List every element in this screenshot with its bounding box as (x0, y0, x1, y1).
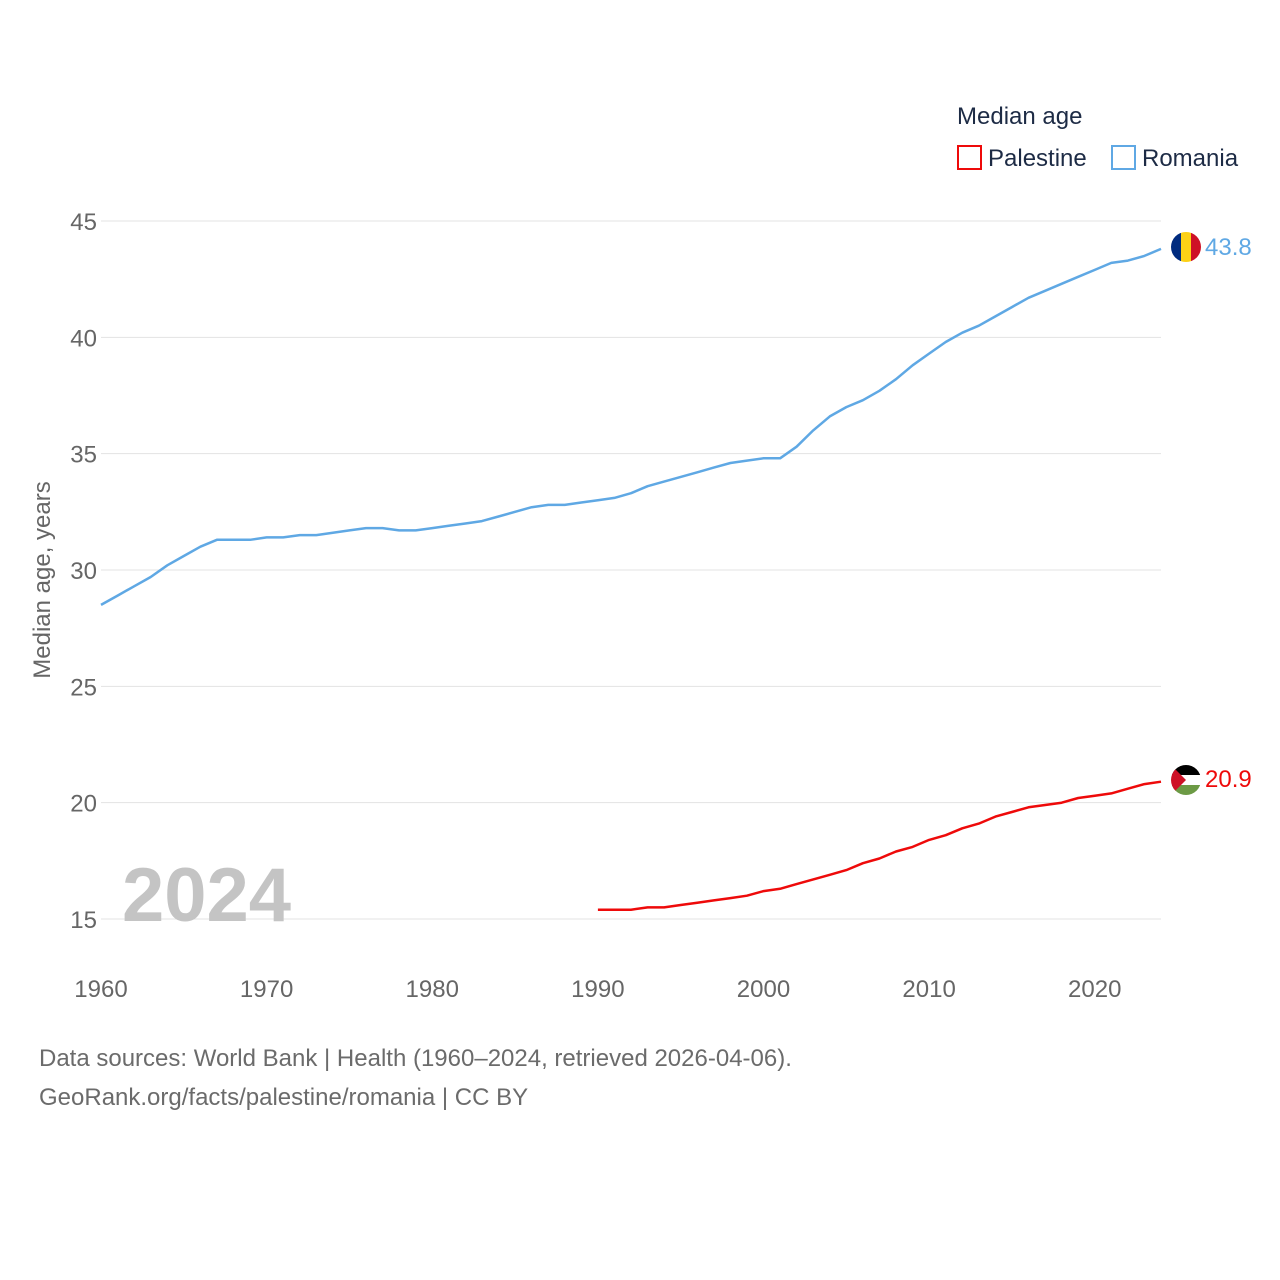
romania-flag-icon (1171, 232, 1201, 262)
legend-label-romania: Romania (1142, 145, 1239, 172)
romania-value-label: 43.8 (1205, 234, 1252, 261)
footer-attribution[interactable]: GeoRank.org/facts/palestine/romania | CC… (39, 1084, 529, 1111)
palestine-value-label: 20.9 (1205, 766, 1252, 793)
y-axis-title: Median age, years (29, 481, 56, 678)
x-tick-label-2010: 2010 (902, 976, 955, 1003)
series-line-palestine[interactable] (597, 780, 1162, 911)
legend-item-romania[interactable]: Romania (1111, 145, 1239, 172)
y-tick-label-45: 45 (70, 209, 97, 236)
y-tick-label-30: 30 (70, 558, 97, 585)
legend-swatch-palestine (957, 145, 982, 170)
x-tick-label-1990: 1990 (571, 976, 624, 1003)
legend-title: Median age (957, 103, 1082, 130)
x-tick-label-1980: 1980 (406, 976, 459, 1003)
palestine-end-marker: 20.9 (1171, 765, 1252, 795)
y-tick-label-25: 25 (70, 674, 97, 701)
year-watermark: 2024 (122, 853, 291, 938)
legend-label-palestine: Palestine (988, 145, 1087, 172)
legend-swatch-romania (1111, 145, 1136, 170)
y-tick-label-15: 15 (70, 907, 97, 934)
footer-data-sources: Data sources: World Bank | Health (1960–… (39, 1045, 792, 1072)
median-age-chart: Median age Palestine Romania 15 20 25 30 35 4… (29, 103, 1252, 1003)
x-axis-ticks: 1960 1970 1980 1990 2000 2010 2020 (74, 976, 1121, 1003)
x-tick-label-1970: 1970 (240, 976, 293, 1003)
legend-item-palestine[interactable]: Palestine (957, 145, 1087, 172)
series-lines (100, 247, 1162, 911)
y-axis-ticks: 15 20 25 30 35 40 45 (70, 209, 97, 934)
legend: Median age Palestine Romania (957, 103, 1239, 172)
x-tick-label-2000: 2000 (737, 976, 790, 1003)
y-tick-label-40: 40 (70, 325, 97, 352)
x-tick-label-2020: 2020 (1068, 976, 1121, 1003)
series-line-romania[interactable] (100, 247, 1162, 606)
grid (101, 220, 1161, 920)
romania-end-marker: 43.8 (1171, 232, 1252, 262)
x-tick-label-1960: 1960 (74, 976, 127, 1003)
palestine-flag-icon (1171, 765, 1201, 795)
y-tick-label-20: 20 (70, 791, 97, 818)
y-tick-label-35: 35 (70, 442, 97, 469)
